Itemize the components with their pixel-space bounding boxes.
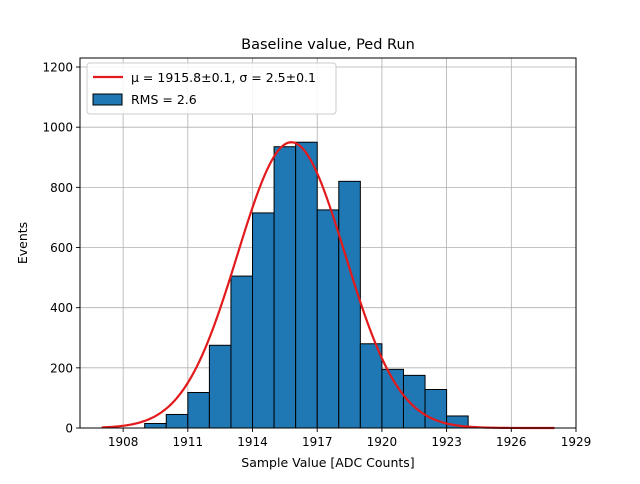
plot-frame (79, 57, 577, 429)
y-tick-label: 0 (65, 422, 73, 436)
legend-hist-swatch (92, 93, 123, 106)
histogram-bars (144, 141, 469, 429)
y-tick-label: 1200 (42, 61, 73, 75)
y-tick-label: 800 (50, 181, 73, 195)
y-tick-label: 600 (50, 241, 73, 255)
x-tick-label: 1911 (173, 435, 204, 449)
y-tick-label: 1000 (42, 121, 73, 135)
x-tick-label: 1929 (561, 435, 592, 449)
x-axis-label: Sample Value [ADC Counts] (241, 455, 414, 470)
histogram-bar (359, 343, 383, 429)
gaussian-fit (101, 141, 555, 430)
y-axis-label: Events (15, 222, 30, 264)
chart-title: Baseline value, Ped Run (241, 37, 415, 53)
histogram-bar (402, 374, 426, 429)
y-axis-ticks: 0 200 400 600 800 1000 1200 (42, 61, 80, 436)
histogram-bar (316, 209, 340, 429)
histogram-bar (273, 146, 297, 429)
x-tick-label: 1914 (237, 435, 268, 449)
x-tick-label: 1926 (496, 435, 527, 449)
y-tick-label: 400 (50, 301, 73, 315)
x-tick-label: 1908 (108, 435, 139, 449)
legend-fit-label: μ = 1915.8±0.1, σ = 2.5±0.1 (131, 70, 316, 85)
histogram-bar (338, 180, 361, 429)
x-axis-ticks: 1908 1911 1914 1917 1920 1923 1926 1929 (108, 428, 591, 449)
x-tick-label: 1920 (367, 435, 398, 449)
histogram-bar (144, 422, 167, 429)
x-tick-label: 1923 (431, 435, 462, 449)
histogram-bar (208, 344, 232, 429)
histogram-bar (165, 413, 189, 429)
histogram-bar (252, 212, 275, 429)
legend-box (86, 62, 337, 115)
histogram-bar (295, 141, 318, 429)
histogram-bar (187, 392, 210, 429)
legend: μ = 1915.8±0.1, σ = 2.5±0.1 RMS = 2.6 (86, 62, 337, 115)
histogram-bar (230, 275, 254, 429)
y-tick-label: 200 (50, 361, 73, 375)
gaussian-fit-curve (101, 141, 555, 430)
legend-hist-label: RMS = 2.6 (131, 92, 197, 107)
x-tick-label: 1917 (302, 435, 333, 449)
